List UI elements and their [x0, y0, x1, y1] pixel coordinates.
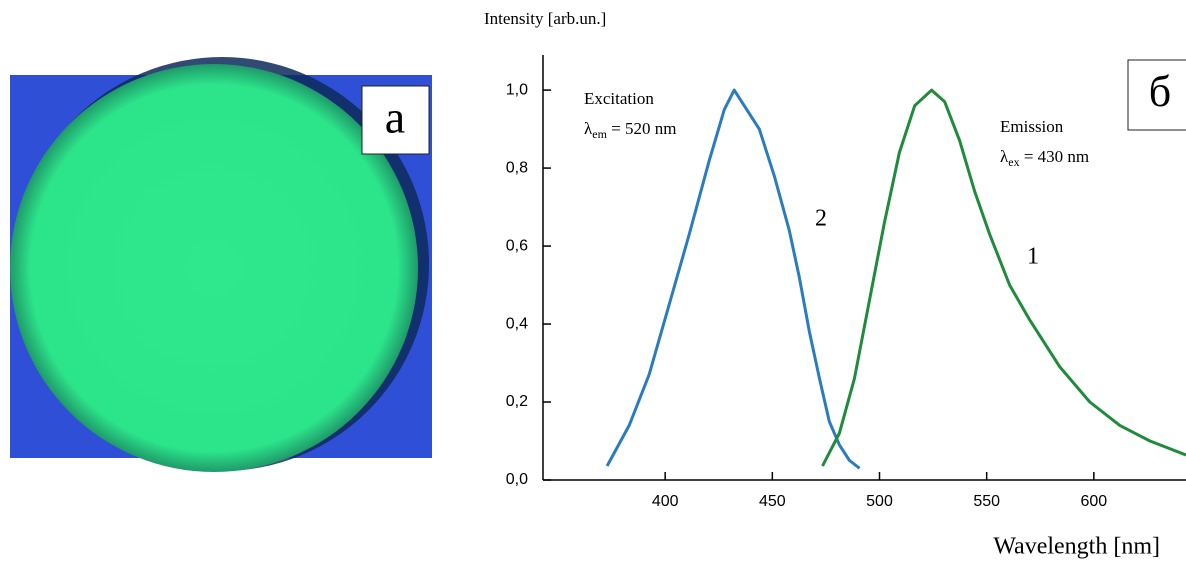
annotation-text: = 430 nm — [1020, 147, 1090, 166]
y-axis-label: Intensity [arb.un.] — [484, 9, 606, 28]
y-tick-label: 1,0 — [506, 81, 528, 98]
x-tick-label: 450 — [759, 493, 786, 510]
y-tick-label: 0,8 — [506, 159, 528, 176]
annotation-text: = 520 nm — [607, 119, 677, 138]
x-axis-label: Wavelength [nm] — [993, 534, 1160, 560]
y-tick-label: 0,0 — [506, 471, 528, 488]
x-tick-label: 550 — [973, 493, 1000, 510]
annotation: λex = 430 nm — [1000, 147, 1089, 169]
annotation: Excitation — [584, 89, 654, 108]
annotation: Emission — [1000, 117, 1064, 136]
photo-label: а — [385, 92, 405, 143]
y-tick-label: 0,2 — [506, 393, 528, 410]
line — [607, 90, 860, 468]
annotation: λem = 520 nm — [584, 119, 676, 141]
photo: а — [10, 57, 432, 472]
annotation-subscript: ex — [1008, 155, 1019, 169]
x-tick-label: 500 — [866, 493, 893, 510]
annotation-subscript: em — [592, 127, 607, 141]
disk — [10, 64, 418, 472]
curve-label: 1 — [1027, 244, 1039, 270]
y-tick-label: 0,4 — [506, 315, 528, 332]
x-tick-label: 400 — [652, 493, 679, 510]
curve-label: 2 — [815, 206, 827, 232]
y-tick-label: 0,6 — [506, 237, 528, 254]
x-tick-label: 600 — [1080, 493, 1107, 510]
panel-label: б — [1149, 67, 1171, 116]
